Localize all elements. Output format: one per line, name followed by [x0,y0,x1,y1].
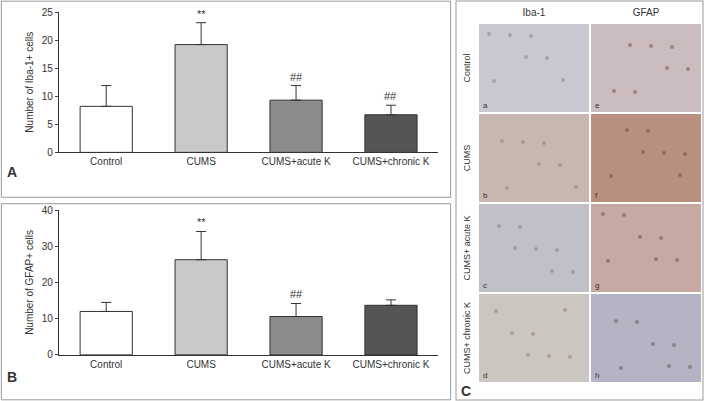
svg-text:**: ** [197,216,206,228]
svg-text:CUMS+chronic K: CUMS+chronic K [352,156,429,167]
svg-text:A: A [7,164,17,180]
svg-text:10: 10 [42,313,54,324]
svg-text:Control: Control [90,359,122,370]
svg-text:CUMS+chronic K: CUMS+chronic K [352,359,429,370]
svg-text:5: 5 [47,119,53,130]
svg-text:Control: Control [462,53,472,82]
svg-text:**: ** [197,8,206,20]
svg-text:30: 30 [42,241,54,252]
svg-text:15: 15 [42,63,54,74]
svg-text:b: b [483,191,488,200]
svg-text:GFAP: GFAP [633,7,660,18]
svg-text:##: ## [290,288,303,300]
svg-text:##: ## [290,71,303,83]
svg-text:CUMS: CUMS [186,156,216,167]
svg-text:Number of GFAP+ cells: Number of GFAP+ cells [24,230,35,335]
svg-text:Iba-1: Iba-1 [523,7,546,18]
svg-text:Number of Iba-1+ cells: Number of Iba-1+ cells [24,32,35,133]
svg-text:CUMS: CUMS [186,359,216,370]
svg-text:20: 20 [42,35,54,46]
svg-text:CUMS+ acute K: CUMS+ acute K [462,216,472,281]
svg-text:25: 25 [42,7,54,18]
svg-text:a: a [483,101,488,110]
svg-text:CUMS: CUMS [462,145,472,172]
svg-text:C: C [461,383,471,399]
svg-text:20: 20 [42,277,54,288]
svg-text:CUMS+ chronic K: CUMS+ chronic K [462,302,472,374]
svg-text:40: 40 [42,205,54,216]
svg-text:g: g [595,281,599,290]
svg-text:##: ## [384,90,397,102]
svg-text:0: 0 [47,349,53,360]
svg-text:B: B [7,369,17,385]
svg-text:h: h [595,371,599,380]
svg-text:CUMS+acute K: CUMS+acute K [261,359,331,370]
svg-text:d: d [483,371,487,380]
svg-text:CUMS+acute K: CUMS+acute K [261,156,331,167]
svg-text:f: f [595,191,598,200]
svg-text:c: c [483,281,487,290]
svg-text:e: e [595,101,600,110]
svg-text:10: 10 [42,91,54,102]
svg-text:0: 0 [47,147,53,158]
svg-text:Control: Control [90,156,122,167]
